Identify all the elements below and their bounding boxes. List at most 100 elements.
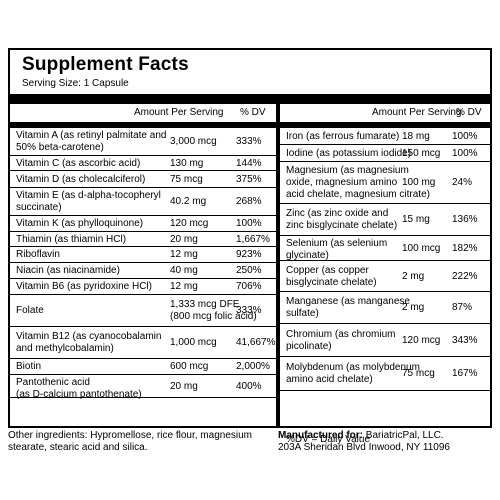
panel-title: Supplement Facts bbox=[22, 54, 189, 75]
nutrient-name: Chromium (as chromium picolinate) bbox=[286, 328, 396, 352]
column-divider bbox=[276, 104, 280, 426]
left-amount-header: Amount Per Serving bbox=[134, 107, 224, 118]
nutrient-name: Molybdenum (as molybdenum amino acid che… bbox=[286, 362, 420, 385]
nutrient-name: Vitamin C (as ascorbic acid) bbox=[16, 158, 141, 169]
nutrient-dv: 1,667% bbox=[236, 234, 270, 245]
serving-size: Serving Size: 1 Capsule bbox=[22, 78, 129, 89]
nutrient-name: Vitamin B6 (as pyridoxine HCl) bbox=[16, 281, 152, 292]
nutrient-name: Vitamin A (as retinyl palmitate and 50% … bbox=[16, 130, 167, 153]
nutrient-dv: 100% bbox=[452, 147, 478, 159]
manufacturer-label: Manufactured for: bbox=[278, 430, 363, 441]
nutrient-amount: 12 mg bbox=[170, 281, 198, 292]
nutrient-amount: 18 mg bbox=[402, 130, 430, 142]
supplement-facts-panel: Supplement Facts Serving Size: 1 Capsule… bbox=[8, 48, 492, 445]
nutrient-row: Thiamin (as thiamin HCl) 20 mg 1,667% bbox=[10, 232, 276, 247]
nutrient-row: Vitamin C (as ascorbic acid) 130 mg 144% bbox=[10, 156, 276, 171]
nutrient-dv: 375% bbox=[236, 173, 262, 185]
nutrient-amount: 150 mcg bbox=[402, 147, 441, 159]
nutrient-dv: 100% bbox=[452, 130, 478, 142]
nutrient-dv: 144% bbox=[236, 158, 262, 169]
manufacturer-address: 203A Sheridan Blvd Inwood, NY 11096 bbox=[278, 442, 450, 453]
nutrient-amount: 100 mcg bbox=[402, 242, 441, 254]
nutrient-amount: 130 mg bbox=[170, 158, 204, 169]
thin-divider bbox=[10, 122, 490, 128]
nutrient-name: Copper (as copper bisglycinate chelate) bbox=[286, 264, 377, 288]
nutrient-row: Riboflavin 12 mg 923% bbox=[10, 247, 276, 263]
nutrient-name: Pantothenic acid (as D-calcium pantothen… bbox=[16, 377, 142, 400]
nutrient-amount: 20 mg bbox=[170, 380, 198, 392]
nutrient-name: Folate bbox=[16, 305, 44, 316]
nutrient-row: Vitamin B6 (as pyridoxine HCl) 12 mg 706% bbox=[10, 279, 276, 295]
nutrient-name: Thiamin (as thiamin HCl) bbox=[16, 234, 127, 245]
column-header-row: Amount Per Serving % DV Amount Per Servi… bbox=[10, 104, 490, 123]
nutrient-amount: 3,000 mcg bbox=[170, 136, 217, 147]
nutrient-dv: 41,667% bbox=[236, 337, 276, 348]
nutrient-amount: 2 mg bbox=[402, 302, 425, 313]
nutrient-amount: 120 mcg bbox=[170, 218, 209, 229]
nutrient-name: Vitamin B12 (as cyanocobalamin and methy… bbox=[16, 331, 162, 354]
nutrient-amount: 1,333 mcg DFE (800 mcg folic acid) bbox=[170, 299, 257, 322]
nutrient-amount: 2 mg bbox=[402, 270, 425, 282]
nutrient-name: Vitamin D (as cholecalciferol) bbox=[16, 173, 146, 185]
nutrient-row: Vitamin A (as retinyl palmitate and 50% … bbox=[10, 128, 276, 156]
nutrient-dv: 333% bbox=[236, 136, 262, 147]
nutrient-dv: 167% bbox=[452, 368, 478, 379]
nutrient-row: Magnesium (as magnesium oxide, magnesium… bbox=[280, 162, 490, 204]
nutrient-amount: 40 mg bbox=[170, 265, 198, 276]
right-amount-header: Amount Per Serving bbox=[372, 107, 462, 118]
nutrient-amount: 120 mcg bbox=[402, 334, 441, 346]
nutrient-row: Molybdenum (as molybdenum amino acid che… bbox=[280, 357, 490, 391]
nutrient-name: Iodine (as potassium iodide) bbox=[286, 147, 412, 159]
nutrient-dv: 268% bbox=[236, 196, 262, 207]
nutrient-name: Iron (as ferrous fumarate) bbox=[286, 130, 400, 142]
nutrient-name: Riboflavin bbox=[16, 249, 60, 260]
nutrient-dv: 100% bbox=[236, 218, 262, 229]
nutrient-row: Vitamin K (as phylloquinone) 120 mcg 100% bbox=[10, 216, 276, 232]
nutrient-dv: 182% bbox=[452, 242, 478, 254]
nutrient-dv: 400% bbox=[236, 380, 262, 392]
nutrient-name: Manganese (as manganese sulfate) bbox=[286, 296, 410, 319]
nutrient-dv: 706% bbox=[236, 281, 262, 292]
nutrient-amount: 1,000 mcg bbox=[170, 337, 217, 348]
left-dv-header: % DV bbox=[240, 107, 266, 118]
nutrient-row: Selenium (as selenium glycinate) 100 mcg 1… bbox=[280, 236, 490, 261]
nutrient-amount: 20 mg bbox=[170, 234, 198, 245]
nutrient-dv: 333% bbox=[236, 305, 262, 316]
nutrient-amount: 15 mg bbox=[402, 214, 430, 225]
other-ingredients: Other ingredients: Hypromellose, rice fl… bbox=[8, 430, 252, 453]
nutrient-amount: 75 mcg bbox=[402, 368, 435, 379]
nutrient-row: Copper (as copper bisglycinate chelate) 2… bbox=[280, 261, 490, 292]
nutrient-dv: 2,000% bbox=[236, 361, 270, 372]
nutrient-row: Iodine (as potassium iodide) 150 mcg 100% bbox=[280, 145, 490, 162]
nutrient-dv: 923% bbox=[236, 249, 262, 260]
manufacturer-name: BariatricPal, LLC. bbox=[365, 430, 444, 441]
nutrient-row: Vitamin E (as d-alpha-tocopheryl succina… bbox=[10, 188, 276, 216]
nutrient-amount: 600 mcg bbox=[170, 361, 209, 372]
nutrient-row: Niacin (as niacinamide) 40 mg 250% bbox=[10, 263, 276, 279]
nutrient-dv: 87% bbox=[452, 302, 473, 313]
thick-divider bbox=[10, 94, 490, 104]
nutrient-name: Niacin (as niacinamide) bbox=[16, 265, 120, 276]
nutrient-row: Vitamin B12 (as cyanocobalamin and methy… bbox=[10, 327, 276, 359]
nutrient-row: Iron (as ferrous fumarate) 18 mg 100% bbox=[280, 128, 490, 145]
nutrient-row: Pantothenic acid (as D-calcium pantothen… bbox=[10, 375, 276, 400]
nutrient-row: Folate 1,333 mcg DFE (800 mcg folic acid)… bbox=[10, 295, 276, 327]
nutrient-amount: 40.2 mg bbox=[170, 196, 207, 207]
nutrient-row: Manganese (as manganese sulfate) 2 mg 87% bbox=[280, 292, 490, 324]
dv-footnote: %DV = Daily Value bbox=[286, 434, 371, 445]
manufacturer-info: Manufactured for: BariatricPal, LLC. 203… bbox=[278, 430, 498, 454]
nutrient-amount: 12 mg bbox=[170, 249, 198, 260]
nutrient-name: Magnesium (as magnesium oxide, magnesium… bbox=[286, 165, 430, 200]
nutrient-dv: 24% bbox=[452, 177, 473, 188]
nutrient-name: Selenium (as selenium glycinate) bbox=[286, 238, 388, 261]
right-dv-header: % DV bbox=[456, 107, 482, 118]
nutrient-name: Biotin bbox=[16, 361, 42, 372]
nutrient-row: Vitamin D (as cholecalciferol) 75 mcg 375% bbox=[10, 171, 276, 188]
nutrient-name: Zinc (as zinc oxide and zinc bisglycinat… bbox=[286, 208, 398, 231]
nutrient-name: Vitamin K (as phylloquinone) bbox=[16, 218, 144, 229]
nutrient-dv: 222% bbox=[452, 270, 478, 282]
nutrient-name: Vitamin E (as d-alpha-tocopheryl succina… bbox=[16, 190, 161, 213]
nutrient-row: Zinc (as zinc oxide and zinc bisglycinat… bbox=[280, 204, 490, 236]
nutrient-dv: 250% bbox=[236, 265, 262, 276]
nutrient-row: Biotin 600 mcg 2,000% bbox=[10, 359, 276, 375]
